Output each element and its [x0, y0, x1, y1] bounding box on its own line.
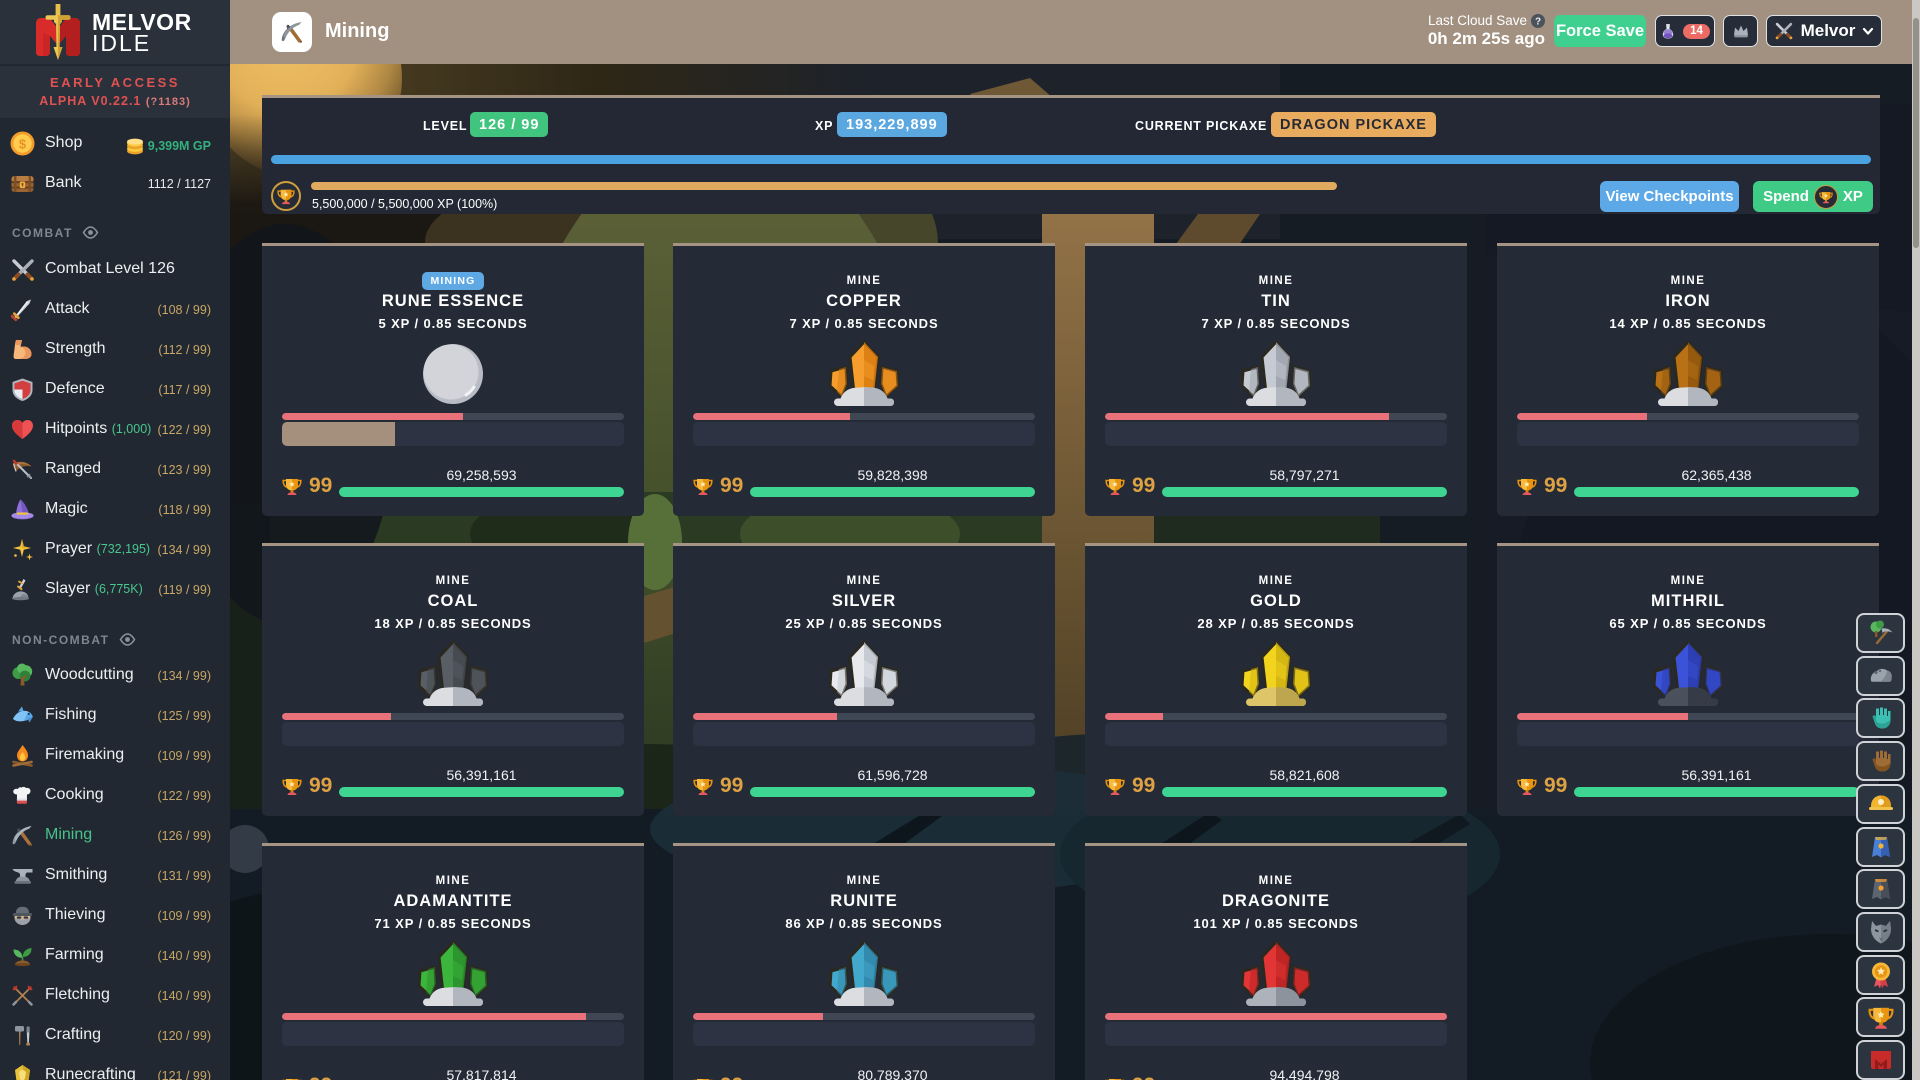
svg-text:?: ? [1535, 16, 1541, 27]
svg-text:$: $ [19, 136, 27, 151]
